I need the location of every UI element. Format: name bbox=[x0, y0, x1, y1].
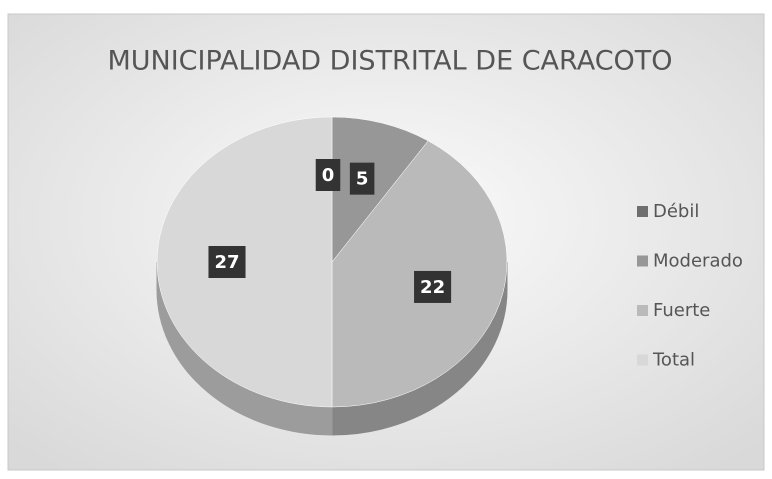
data-label-box bbox=[414, 270, 452, 303]
data-label: 22 bbox=[420, 277, 445, 298]
data-label-box bbox=[315, 159, 341, 191]
legend-swatch bbox=[637, 305, 648, 316]
data-label-box bbox=[349, 162, 375, 195]
legend-label: Total bbox=[652, 350, 695, 371]
data-label: 5 bbox=[356, 169, 369, 190]
data-label: 0 bbox=[322, 165, 335, 186]
legend-label: Débil bbox=[653, 201, 699, 222]
data-label-box bbox=[208, 246, 246, 278]
chart-title: MUNICIPALIDAD DISTRITAL DE CARACOTO bbox=[107, 46, 672, 77]
legend: Débil Moderado Fuerte Total bbox=[637, 201, 743, 371]
pie-slice bbox=[331, 116, 429, 263]
legend-label: Moderado bbox=[653, 251, 743, 272]
legend-label: Fuerte bbox=[653, 300, 710, 321]
legend-swatch bbox=[637, 255, 648, 267]
legend-swatch bbox=[637, 354, 648, 366]
data-label: 27 bbox=[214, 252, 239, 273]
legend-swatch bbox=[637, 206, 648, 217]
data-labels: 0 5 22 27 bbox=[208, 159, 452, 303]
